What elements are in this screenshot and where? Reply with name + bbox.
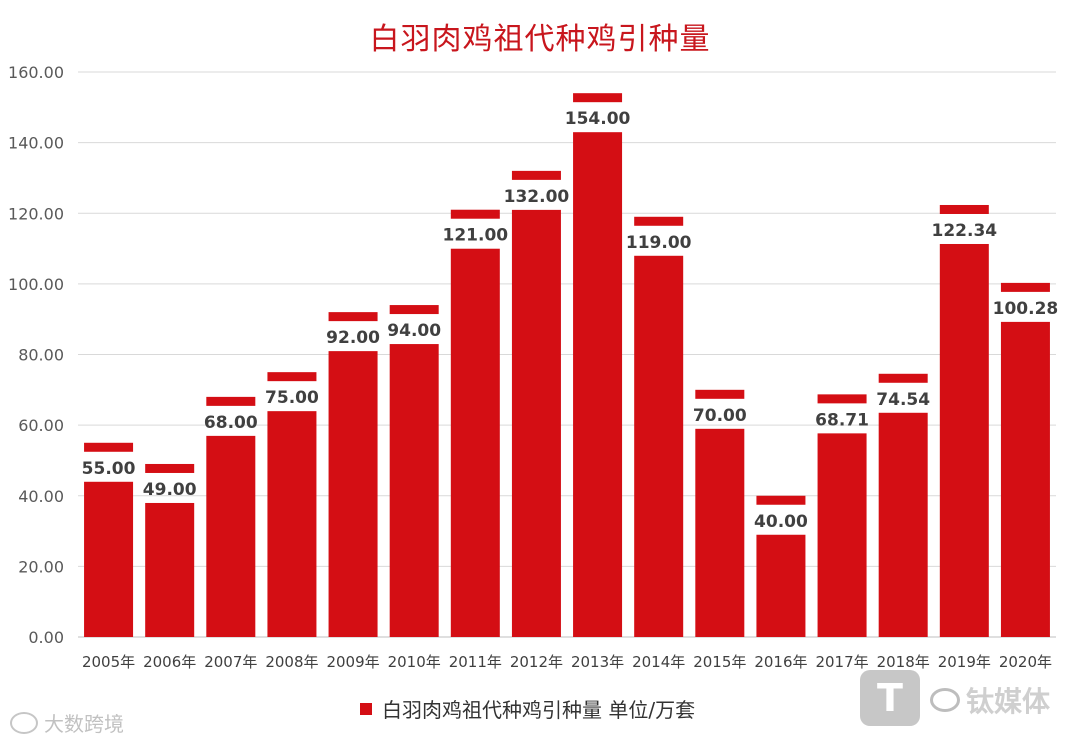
data-label: 40.00 (754, 512, 808, 532)
y-tick-label: 100.00 (8, 275, 64, 294)
x-tick-label: 2016年 (754, 653, 807, 671)
data-label: 49.00 (143, 480, 197, 500)
chart-title: 白羽肉鸡祖代种鸡引种量 (369, 22, 711, 57)
data-label: 100.28 (993, 299, 1059, 319)
bar (634, 255, 684, 637)
bar-cap (756, 495, 806, 505)
x-tick-label: 2020年 (999, 653, 1052, 671)
bar-cap (84, 442, 134, 452)
x-tick-label: 2007年 (204, 653, 257, 671)
bar-cap (817, 394, 867, 404)
x-tick-label: 2018年 (877, 653, 930, 671)
y-tick-label: 40.00 (18, 487, 64, 506)
data-label: 75.00 (265, 388, 319, 408)
y-tick-label: 60.00 (18, 416, 64, 435)
x-tick-label: 2008年 (265, 653, 318, 671)
x-tick-label: 2009年 (326, 653, 379, 671)
bar (450, 248, 500, 637)
x-tick-label: 2005年 (82, 653, 135, 671)
bar (328, 351, 378, 637)
data-label: 55.00 (82, 459, 136, 479)
data-label: 132.00 (504, 187, 570, 207)
y-tick-label: 120.00 (8, 204, 64, 223)
bar (817, 433, 867, 637)
bar-cap (634, 216, 684, 226)
y-tick-label: 0.00 (28, 628, 64, 647)
data-label: 94.00 (387, 321, 441, 341)
bar (84, 481, 134, 637)
data-label: 92.00 (326, 328, 380, 348)
data-label: 68.71 (815, 410, 869, 430)
bar (1000, 321, 1050, 637)
legend-label: 白羽肉鸡祖代种鸡引种量 单位/万套 (382, 698, 696, 722)
data-label: 68.00 (204, 413, 258, 433)
x-tick-label: 2019年 (938, 653, 991, 671)
legend: 白羽肉鸡祖代种鸡引种量 单位/万套 (360, 694, 695, 723)
y-tick-label: 140.00 (8, 134, 64, 153)
bar (878, 412, 928, 637)
bar (206, 435, 256, 637)
bar (511, 209, 561, 637)
bar-cap (695, 389, 745, 399)
watermark-right-text: 钛媒体 (966, 685, 1051, 718)
x-tick-label: 2015年 (693, 653, 746, 671)
x-tick-label: 2006年 (143, 653, 196, 671)
bar-cap (511, 170, 561, 180)
data-label: 154.00 (565, 109, 631, 129)
bar (389, 344, 439, 637)
data-label: 74.54 (876, 390, 930, 410)
x-tick-label: 2014年 (632, 653, 685, 671)
watermark-left-text: 大数跨境 (44, 712, 124, 736)
bar-cap (573, 93, 623, 103)
bar-cap (389, 305, 439, 315)
y-axis-ticks: 0.00 20.00 40.00 60.00 80.00 100.00 120.00 140.… (8, 63, 64, 647)
data-label: 70.00 (693, 406, 747, 426)
tmtpost-logo-icon: T (860, 670, 920, 726)
bar (939, 243, 989, 637)
data-label: 119.00 (626, 233, 692, 253)
y-tick-label: 160.00 (8, 63, 64, 82)
bar-cap (878, 373, 928, 383)
data-label: 122.34 (932, 221, 998, 241)
bar-cap (145, 463, 195, 473)
y-tick-label: 80.00 (18, 346, 64, 365)
bar-cap (267, 372, 317, 382)
data-label: 121.00 (443, 226, 509, 246)
x-tick-label: 2011年 (449, 653, 502, 671)
x-tick-label: 2013年 (571, 653, 624, 671)
y-tick-label: 20.00 (18, 557, 64, 576)
x-tick-label: 2012年 (510, 653, 563, 671)
bar-cap (206, 396, 256, 406)
watermark-left: 大数跨境 (10, 708, 124, 737)
watermark-right: 钛媒体 (930, 680, 1050, 720)
legend-swatch (360, 702, 372, 715)
wechat-icon (930, 688, 960, 712)
bar-cap (939, 204, 989, 214)
bar-cap (450, 209, 500, 219)
bar-cap (328, 312, 378, 322)
bar (756, 534, 806, 637)
bar (267, 411, 317, 637)
bar (145, 502, 195, 637)
bar (695, 428, 745, 637)
x-tick-label: 2017年 (815, 653, 868, 671)
bars: 55.00 49.00 68.00 75.00 92.00 94.00 121.00 132.… (82, 93, 1059, 637)
x-axis-ticks: 2005年 2006年 2007年 2008年 2009年 2010年 2011年 2012年… (82, 653, 1052, 671)
bar (573, 132, 623, 637)
bar-cap (1000, 282, 1050, 292)
weibo-icon (10, 711, 38, 734)
x-tick-label: 2010年 (388, 653, 441, 671)
